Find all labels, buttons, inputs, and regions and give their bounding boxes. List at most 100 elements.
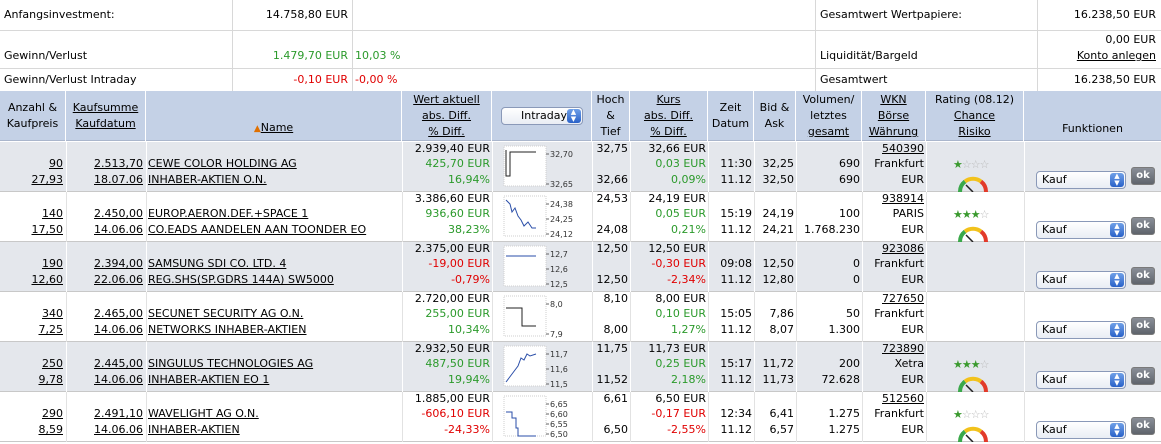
security-name-link[interactable]: SAMSUNG SDI CO. LTD. 4 [148, 257, 287, 270]
sum-link[interactable]: 2.465,00 [94, 307, 143, 320]
low-value: 24,08 [596, 223, 629, 236]
sort-kaufsumme[interactable]: Kaufsumme [72, 101, 139, 114]
wkn-link[interactable]: 938914 [882, 192, 924, 205]
ok-button[interactable]: ok [1131, 167, 1155, 185]
sparkline-frame [503, 195, 547, 237]
qty-link[interactable]: 140 [42, 207, 63, 220]
date-link[interactable]: 18.07.06 [94, 173, 143, 186]
ok-button[interactable]: ok [1131, 217, 1155, 235]
divider [926, 392, 927, 442]
action-select[interactable]: Kauf ▲ ▼ [1036, 171, 1126, 189]
divider [1024, 392, 1025, 442]
security-subname-link[interactable]: INHABER-AKTIEN [148, 423, 240, 436]
action-select[interactable]: Kauf ▲ ▼ [1036, 321, 1126, 339]
intraday-sparkline[interactable]: 32,70 32,65 [494, 144, 590, 190]
ok-button[interactable]: ok [1131, 267, 1155, 285]
wkn-link[interactable]: 540390 [882, 142, 924, 155]
sort-risiko[interactable]: Risiko [958, 125, 991, 138]
date-link[interactable]: 14.06.06 [94, 223, 143, 236]
date-link[interactable]: 22.06.06 [94, 273, 143, 286]
wkn-link[interactable]: 923086 [882, 242, 924, 255]
intraday-sparkline[interactable]: 6,656,606,556,50 [494, 394, 590, 440]
sum-link[interactable]: 2.450,00 [94, 207, 143, 220]
date-link[interactable]: 14.06.06 [94, 323, 143, 336]
security-name-link[interactable]: SINGULUS TECHNOLOGIES AG [148, 357, 314, 370]
sort-wert[interactable]: Wert aktuell [413, 93, 480, 106]
risk-gauge-icon [958, 176, 988, 192]
security-name-link[interactable]: WAVELIGHT AG O.N. [148, 407, 259, 420]
qty-link[interactable]: 250 [42, 357, 63, 370]
wkn-link[interactable]: 723890 [882, 342, 924, 355]
intraday-sparkline[interactable]: 8,0 7,9 [494, 294, 590, 340]
name1-wrap: SECUNET SECURITY AG O.N. [148, 307, 303, 320]
quote-pct-diff: 2,18% [671, 373, 706, 386]
sparkline-tick-label: 11,5 [550, 380, 568, 389]
action-select[interactable]: Kauf ▲ ▼ [1036, 421, 1126, 439]
initial-investment-value: 14.758,80 EUR [265, 8, 348, 21]
qty-link[interactable]: 340 [42, 307, 63, 320]
sort-wkn[interactable]: WKN [880, 93, 907, 106]
divider [402, 292, 403, 342]
ok-button[interactable]: ok [1131, 317, 1155, 335]
divider [708, 192, 709, 242]
sparkline-frame [503, 345, 547, 387]
security-subname-link[interactable]: NETWORKS INHABER-AKTIEN [148, 323, 307, 336]
sort-kaufdatum[interactable]: Kaufdatum [75, 117, 136, 130]
security-name-link[interactable]: EUROP.AERON.DEF.+SPACE 1 [148, 207, 309, 220]
sort-gesamt[interactable]: gesamt [807, 125, 850, 138]
security-name-link[interactable]: SECUNET SECURITY AG O.N. [148, 307, 304, 320]
ok-button[interactable]: ok [1131, 417, 1155, 435]
price-link[interactable]: 12,60 [31, 273, 64, 286]
divider [708, 392, 709, 442]
sort-kurs-pct[interactable]: % Diff. [650, 125, 687, 138]
sort-kurs-abs[interactable]: abs. Diff. [643, 109, 694, 122]
divider [402, 142, 403, 192]
qty-link[interactable]: 190 [42, 257, 63, 270]
action-select[interactable]: Kauf ▲ ▼ [1036, 271, 1126, 289]
security-subname-link[interactable]: REG.SHS(SP.GDRS 144A) SW5000 [148, 273, 334, 286]
price-link[interactable]: 8,59 [38, 423, 64, 436]
price-link[interactable]: 9,78 [38, 373, 64, 386]
security-name-link[interactable]: CEWE COLOR HOLDING AG [148, 157, 297, 170]
chart-period-select[interactable]: Intraday ▲ ▼ [500, 107, 583, 125]
low-value: 12,50 [596, 273, 629, 286]
intraday-sparkline[interactable]: 12,7 12,6 12,5 [494, 244, 590, 290]
divider [146, 292, 147, 342]
wkn-link[interactable]: 512560 [882, 392, 924, 405]
sort-boerse[interactable]: Börse [877, 109, 910, 122]
header-rating: Rating (08.12) [934, 93, 1015, 106]
qty-link[interactable]: 90 [49, 157, 63, 170]
price-link[interactable]: 17,50 [31, 223, 64, 236]
date-link[interactable]: 14.06.06 [94, 373, 143, 386]
table-row: 290 8,59 2.491,10 14.06.06 WAVELIGHT AG … [0, 392, 1161, 442]
action-select[interactable]: Kauf ▲ ▼ [1036, 371, 1126, 389]
sum-link[interactable]: 2.394,00 [94, 257, 143, 270]
qty-link[interactable]: 290 [42, 407, 63, 420]
action-select-value: Kauf [1042, 173, 1067, 186]
sort-wert-pct[interactable]: % Diff. [428, 125, 465, 138]
konto-anlegen-link[interactable]: Konto anlegen [1076, 49, 1156, 62]
action-select[interactable]: Kauf ▲ ▼ [1036, 221, 1126, 239]
bid-value: 24,19 [762, 207, 795, 220]
current-value: 2.375,00 EUR [414, 242, 490, 255]
security-subname-link[interactable]: CO.EADS AANDELEN AAN TOONDER EO [148, 223, 367, 236]
sum-link[interactable]: 2.513,70 [94, 157, 143, 170]
sum-link[interactable]: 2.445,00 [94, 357, 143, 370]
table-row: 140 17,50 2.450,00 14.06.06 EUROP.AERON.… [0, 192, 1161, 242]
sort-kurs[interactable]: Kurs [656, 93, 681, 106]
sort-wert-abs[interactable]: abs. Diff. [421, 109, 472, 122]
wkn-link[interactable]: 727650 [882, 292, 924, 305]
sum-link[interactable]: 2.491,10 [94, 407, 143, 420]
sort-name[interactable]: Name [260, 121, 294, 134]
divider [492, 342, 493, 392]
intraday-sparkline[interactable]: 11,7 11,6 11,5 [494, 344, 590, 390]
security-subname-link[interactable]: INHABER-AKTIEN O.N. [148, 173, 267, 186]
date-link[interactable]: 14.06.06 [94, 423, 143, 436]
intraday-sparkline[interactable]: 24,38 24,25 24,12 [494, 194, 590, 240]
ok-button[interactable]: ok [1131, 367, 1155, 385]
security-subname-link[interactable]: INHABER-AKTIEN EO 1 [148, 373, 270, 386]
price-link[interactable]: 7,25 [38, 323, 64, 336]
sort-chance[interactable]: Chance [953, 109, 996, 122]
sort-waehrung[interactable]: Währung [868, 125, 919, 138]
price-link[interactable]: 27,93 [31, 173, 64, 186]
